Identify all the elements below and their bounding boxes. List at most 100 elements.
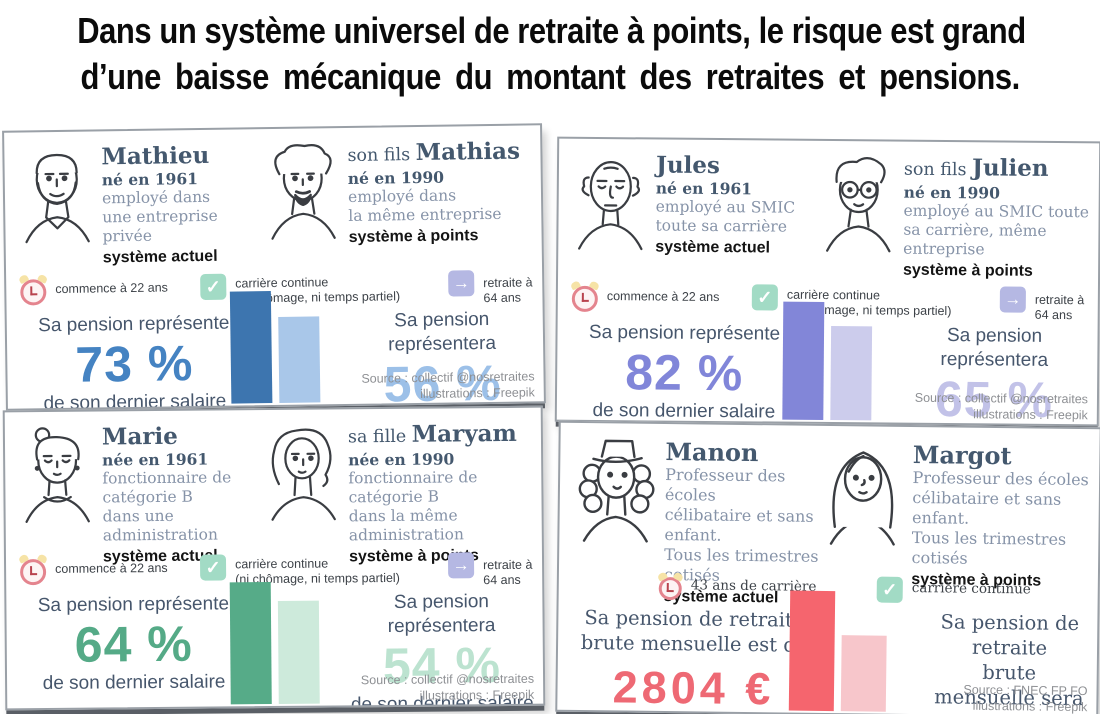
bar-points-system	[278, 316, 321, 403]
condition-retirement-age: retraite à 64 ans	[483, 275, 533, 306]
person-birth-year: né en 1990	[903, 182, 1001, 203]
person-birth-year: née en 1990	[348, 449, 455, 470]
system-label: système à points	[902, 261, 1033, 280]
person-margot: Margot Professeur des écoles célibataire…	[818, 440, 1093, 590]
stat-value-current: 73 %	[74, 335, 194, 393]
person-desc: fonctionnaire de catégorie B	[102, 468, 232, 507]
person-birth-year: né en 1961	[101, 169, 199, 190]
condition-retirement-age: retraite à 64 ans	[483, 557, 533, 588]
bar-current-system	[229, 291, 273, 404]
person-desc: dans une administration	[102, 506, 218, 545]
card-mathieu-mathias: Mathieu né en 1961 employé dans une entr…	[2, 123, 546, 411]
person-desc: Tous les trimestres cotisés	[911, 528, 1067, 568]
bar-points-system	[840, 635, 887, 712]
avatar-man-goatee-icon	[262, 140, 344, 265]
alarm-clock-icon	[569, 280, 601, 312]
person-desc: employé dans	[101, 187, 211, 208]
stat-current-system: Sa pension de retraite brute mensuelle e…	[564, 605, 823, 714]
alarm-clock-icon	[656, 571, 685, 601]
bar-points-system	[830, 326, 873, 421]
person-desc: sa carrière, même entreprise	[903, 220, 1047, 259]
pension-bars-chart	[229, 290, 321, 404]
page-title: Dans un système universel de retraite à …	[0, 0, 1100, 102]
person-name: Jules	[655, 151, 721, 180]
card-marie-maryam: Marie née en 1961 fonctionnaire de catég…	[2, 405, 546, 711]
person-desc: une entreprise privée	[102, 206, 218, 246]
person-marie: Marie née en 1961 fonctionnaire de catég…	[17, 422, 264, 565]
person-mathias: son fils Mathias né en 1990 employé dans…	[262, 137, 536, 265]
person-desc: la même entreprise	[348, 204, 502, 225]
person-birth-year: né en 1990	[347, 167, 445, 188]
source-credit: Source : collectif @nosretraites illustr…	[360, 671, 535, 703]
pension-bars-chart	[229, 582, 320, 705]
check-icon: ✓	[751, 284, 778, 311]
person-manon: Manon Professeur des écoles célibataire …	[571, 437, 820, 606]
stat-current-system: Sa pension représente 64 % de son dernie…	[14, 592, 253, 710]
title-line-2: d’une baisse mécanique du montant des re…	[80, 56, 1020, 97]
arrow-right-icon: →	[448, 270, 475, 297]
avatar-man-glasses-icon	[818, 153, 899, 278]
check-icon: ✓	[200, 273, 227, 301]
person-desc: Professeur des écoles	[912, 468, 1089, 490]
persons-row: Mathieu né en 1961 employé dans une entr…	[4, 125, 542, 268]
avatar-woman-long-hair-icon	[818, 440, 908, 575]
person-name: Mathieu	[101, 141, 210, 171]
alarm-clock-icon	[17, 553, 49, 586]
stat-value-current: 2804 €	[612, 661, 775, 714]
person-name: sa fille Maryam	[347, 419, 517, 448]
condition-start-age: commence à 22 ans	[606, 289, 720, 305]
avatar-man-beard-icon	[16, 143, 98, 268]
card-manon-margot: Manon Professeur des écoles célibataire …	[555, 420, 1100, 714]
person-birth-year: né en 1961	[655, 178, 753, 199]
system-label: système actuel	[102, 247, 218, 267]
person-jules: Jules né en 1961 employé au SMIC toute s…	[570, 151, 819, 277]
person-desc: employé au SMIC	[655, 197, 796, 217]
person-desc: célibataire et sans enfant.	[664, 504, 814, 545]
condition-start-age: commence à 22 ans	[55, 560, 168, 576]
condition-career: carrière continue	[911, 580, 1031, 598]
avatar-woman-hat-icon	[571, 437, 661, 572]
person-desc: célibataire et sans enfant.	[911, 488, 1062, 528]
pension-bars-chart	[782, 301, 873, 421]
persons-row: Marie née en 1961 fonctionnaire de catég…	[5, 408, 542, 565]
condition-retirement-age: retraite à 64 ans	[1034, 292, 1085, 323]
person-desc: employé au SMIC toute	[903, 201, 1090, 222]
source-credit: Source : collectif @nosretraites illustr…	[914, 390, 1089, 423]
persons-row: Jules né en 1961 employé au SMIC toute s…	[558, 139, 1099, 280]
avatar-woman-wavy-hair-icon	[263, 421, 344, 546]
person-desc: employé dans	[347, 186, 457, 206]
person-name: Marie	[101, 422, 178, 451]
person-desc: toute sa carrière	[655, 216, 788, 236]
avatar-woman-bun-icon	[17, 424, 98, 549]
stat-current-system: Sa pension représente 82 % de son dernie…	[565, 321, 804, 427]
alarm-clock-icon	[18, 273, 49, 306]
person-maryam: sa fille Maryam née en 1990 fonctionnair…	[263, 419, 536, 565]
source-credit: Source : collectif @nosretraites illustr…	[361, 369, 535, 401]
check-icon: ✓	[199, 554, 227, 581]
pension-bars-chart	[788, 590, 887, 712]
arrow-right-icon: →	[999, 286, 1026, 313]
person-desc: fonctionnaire de catégorie B	[348, 468, 478, 507]
bar-points-system	[277, 600, 320, 704]
arrow-right-icon: →	[447, 552, 475, 579]
person-name: Margot	[912, 440, 1012, 471]
system-label: système actuel	[655, 238, 771, 257]
person-name: Manon	[665, 437, 759, 468]
stat-value-current: 64 %	[74, 615, 193, 673]
source-credit: Source : FNEC FP FO illustrations : Free…	[963, 682, 1088, 714]
person-birth-year: née en 1961	[102, 449, 209, 470]
card-jules-julien: Jules né en 1961 employé au SMIC toute s…	[554, 136, 1100, 427]
person-name: son fils Mathias	[347, 137, 521, 167]
bar-current-system	[788, 590, 835, 712]
persons-row: Manon Professeur des écoles célibataire …	[559, 423, 1100, 606]
person-name: son fils Julien	[903, 154, 1049, 182]
person-julien: son fils Julien né en 1990 employé au SM…	[818, 153, 1093, 280]
person-desc: dans la même administration	[348, 506, 465, 545]
stat-current-system: Sa pension représente 73 % de son dernie…	[15, 311, 255, 411]
bar-current-system	[782, 301, 825, 420]
person-desc: Professeur des écoles	[664, 464, 786, 505]
avatar-man-bald-icon	[570, 151, 651, 276]
condition-start-age: commence à 22 ans	[55, 280, 168, 297]
system-label: système à points	[348, 227, 479, 246]
